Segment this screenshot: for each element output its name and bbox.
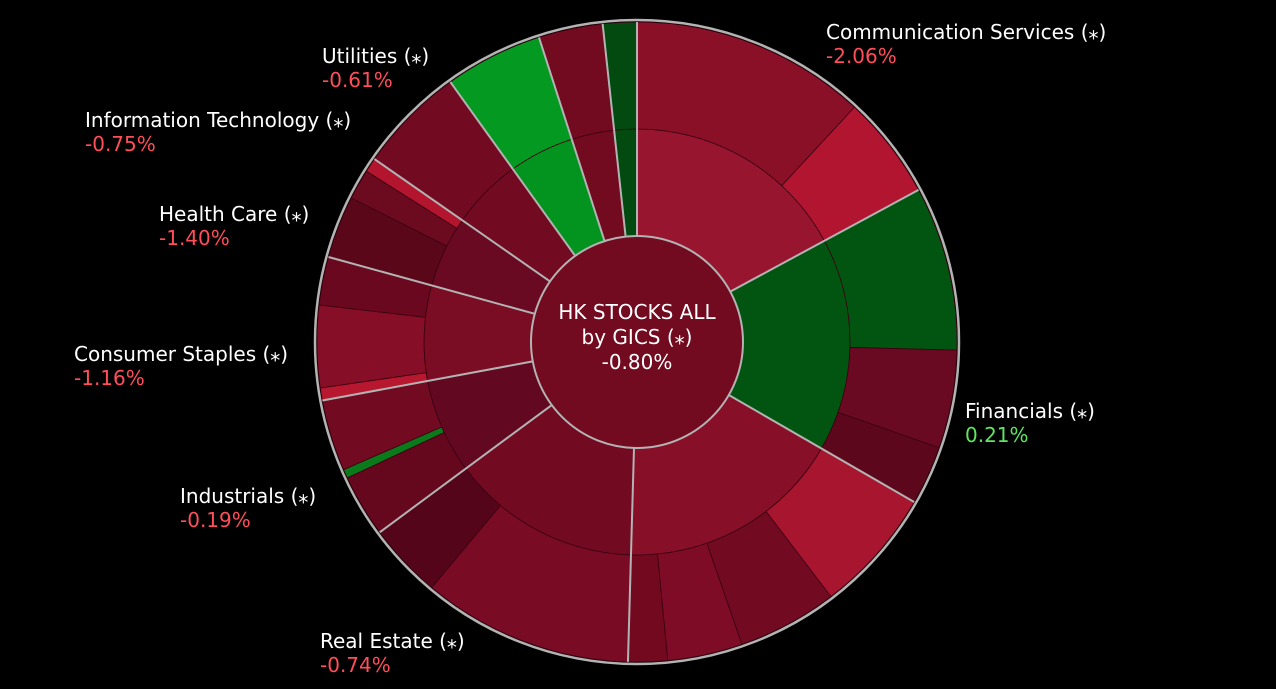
sector-change: -0.19%: [180, 508, 251, 532]
sector-change: -1.16%: [74, 366, 145, 390]
center-subtitle: by GICS (⁎): [581, 325, 693, 349]
sector-separator-10: [601, 23, 627, 237]
label-health-care[interactable]: Health Care (⁎) -1.40%: [159, 202, 309, 250]
sector-separators: [322, 22, 920, 662]
sector-separator-4: [379, 404, 553, 534]
sector-name: Industrials (⁎): [180, 484, 317, 508]
sector-name: Real Estate (⁎): [320, 629, 465, 653]
sector-change: 0.21%: [965, 423, 1029, 447]
label-real-estate[interactable]: Real Estate (⁎) -0.74%: [320, 629, 465, 677]
label-utilities[interactable]: Utilities (⁎) -0.61%: [322, 44, 429, 92]
sector-change: -2.06%: [826, 44, 897, 68]
center-label[interactable]: HK STOCKS ALL by GICS (⁎) -0.80%: [527, 300, 747, 375]
label-information-technology[interactable]: Information Technology (⁎) -0.75%: [85, 108, 351, 156]
sector-name: Communication Services (⁎): [826, 20, 1107, 44]
sector-separator-8: [449, 81, 576, 257]
center-hub[interactable]: [530, 235, 744, 449]
center-title: HK STOCKS ALL: [558, 300, 716, 324]
sector-separator-5: [322, 360, 533, 402]
sector-change: -0.61%: [322, 68, 393, 92]
sector-change: -0.74%: [320, 653, 391, 677]
sector-separator-9: [538, 37, 606, 242]
sector-name: Information Technology (⁎): [85, 108, 352, 132]
sector-name: Utilities (⁎): [322, 44, 430, 68]
sector-separator-3: [626, 447, 635, 662]
sector-separator-6: [328, 256, 536, 315]
sector-separator-1: [729, 189, 920, 293]
label-industrials[interactable]: Industrials (⁎) -0.19%: [180, 484, 316, 532]
sector-separator-2: [728, 394, 915, 503]
sector-name: Health Care (⁎): [159, 202, 310, 226]
outer-ring-outline: [313, 18, 961, 666]
center-change: -0.80%: [601, 350, 673, 374]
label-financials[interactable]: Financials (⁎) 0.21%: [965, 399, 1095, 447]
label-consumer-staples[interactable]: Consumer Staples (⁎) -1.16%: [74, 342, 288, 390]
label-communication-services[interactable]: Communication Services (⁎) -2.06%: [826, 20, 1106, 68]
sector-change: -1.40%: [159, 226, 230, 250]
sector-name: Financials (⁎): [965, 399, 1095, 423]
sector-name: Consumer Staples (⁎): [74, 342, 289, 366]
sector-separator-7: [373, 158, 551, 283]
sector-change: -0.75%: [85, 132, 156, 156]
